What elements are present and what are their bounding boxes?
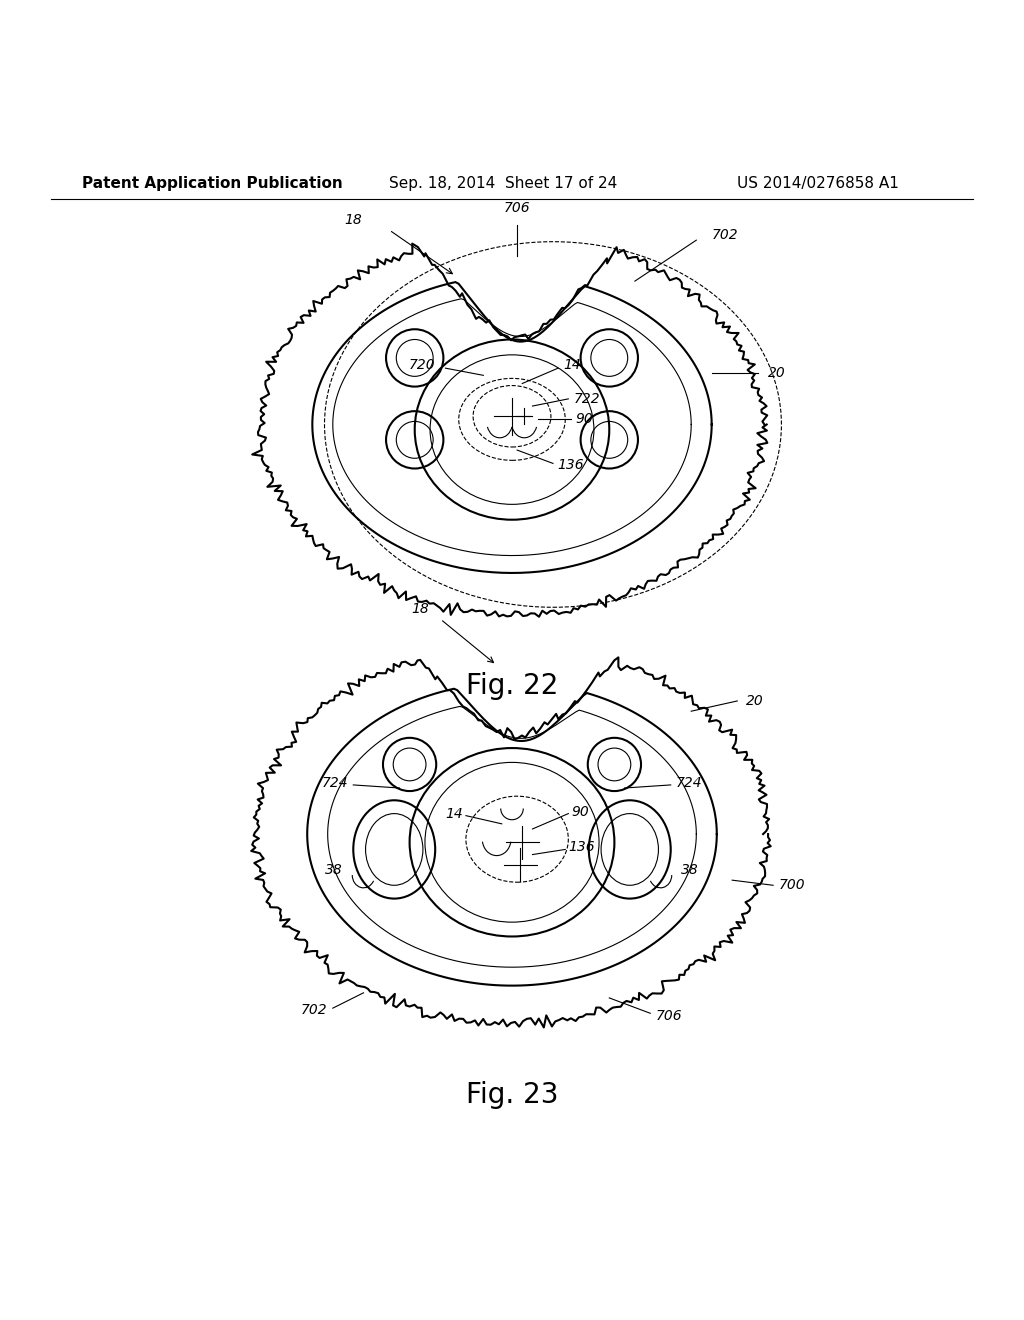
Text: 14: 14 (563, 358, 581, 372)
Text: 20: 20 (768, 366, 785, 380)
Text: 702: 702 (712, 228, 738, 242)
Text: 14: 14 (445, 807, 463, 821)
Text: 38: 38 (681, 863, 698, 876)
Text: 706: 706 (504, 201, 530, 215)
Text: 700: 700 (778, 878, 805, 892)
Text: 90: 90 (575, 412, 593, 426)
Text: 20: 20 (745, 694, 763, 708)
Text: 18: 18 (344, 213, 362, 227)
Text: Patent Application Publication: Patent Application Publication (82, 177, 343, 191)
Text: US 2014/0276858 A1: US 2014/0276858 A1 (737, 177, 899, 191)
Text: 38: 38 (326, 863, 343, 876)
Text: 702: 702 (301, 1003, 328, 1018)
Text: 136: 136 (568, 841, 595, 854)
Text: Fig. 23: Fig. 23 (466, 1081, 558, 1109)
Text: 90: 90 (571, 805, 589, 818)
Text: 136: 136 (557, 458, 584, 473)
Text: Fig. 22: Fig. 22 (466, 672, 558, 700)
Text: 724: 724 (322, 776, 348, 789)
Text: 722: 722 (573, 392, 600, 405)
Text: 720: 720 (409, 358, 435, 372)
Text: Sep. 18, 2014  Sheet 17 of 24: Sep. 18, 2014 Sheet 17 of 24 (389, 177, 617, 191)
Text: 724: 724 (676, 776, 702, 789)
Text: 706: 706 (655, 1010, 682, 1023)
Text: 18: 18 (411, 602, 429, 616)
